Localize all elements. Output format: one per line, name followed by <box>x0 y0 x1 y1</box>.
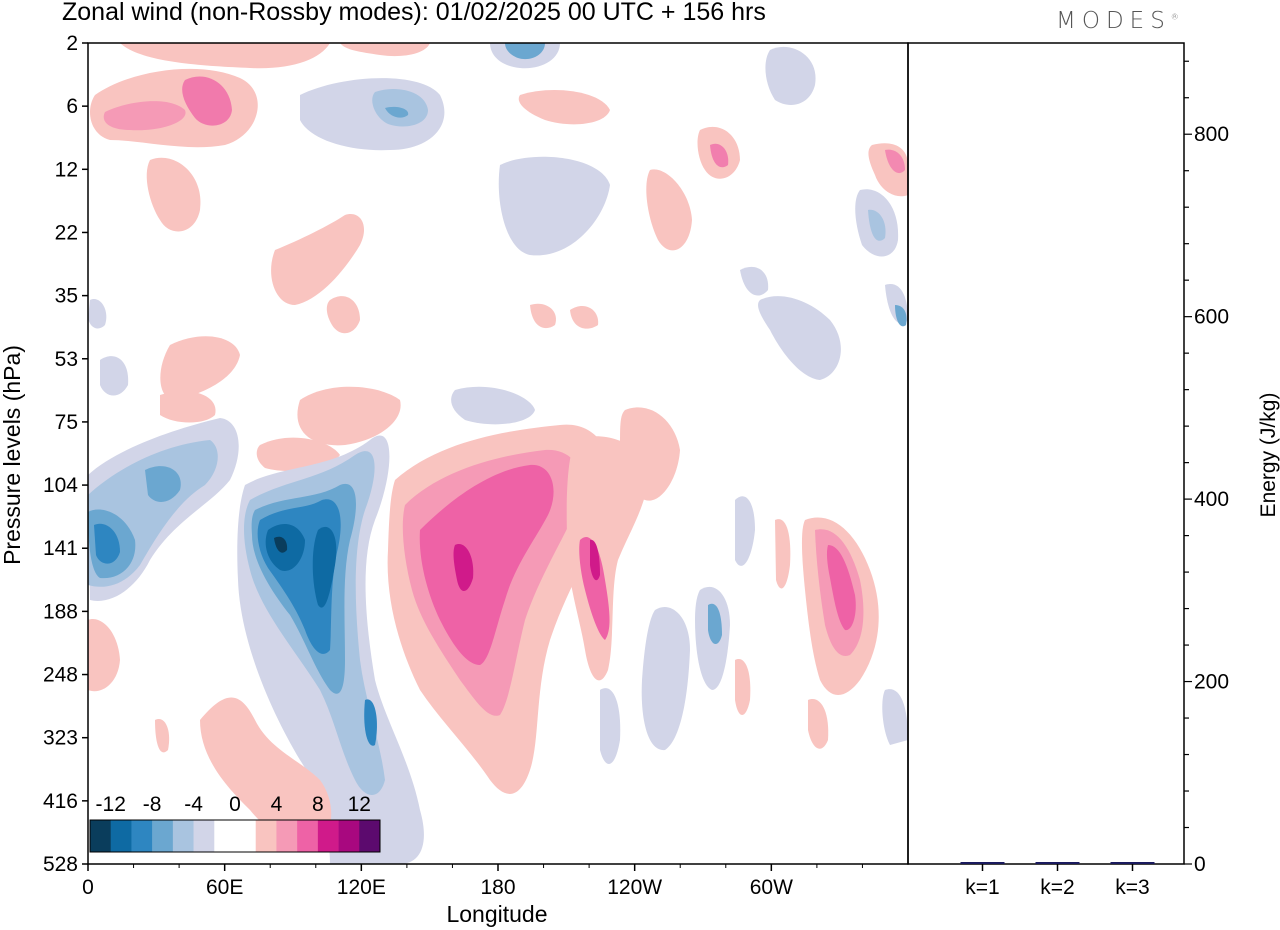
y-tick-label: 35 <box>55 285 78 308</box>
colorbar-swatch <box>214 820 236 852</box>
chart-title: Zonal wind (non-Rossby modes): 01/02/202… <box>62 0 766 26</box>
y-tick-label: 53 <box>55 348 78 371</box>
energy-axis-title: Energy (J/kg) <box>1257 393 1280 518</box>
colorbar-label: -12 <box>96 793 126 816</box>
main-features <box>88 407 908 864</box>
energy-tick-label: 200 <box>1194 671 1229 694</box>
colorbar-label: 12 <box>348 793 371 816</box>
y-tick-label: 75 <box>55 411 78 434</box>
colorbar-label: -4 <box>184 793 203 816</box>
y-tick-label: 6 <box>66 95 78 118</box>
y-tick-label: 323 <box>43 727 78 750</box>
y-axis: 2 6 12 22 35 53 75 104 141 188 248 323 416 528 <box>43 32 88 876</box>
x-tick-label: 120E <box>337 876 386 899</box>
y-tick-label: 416 <box>43 790 78 813</box>
upper-level-blobs <box>88 43 908 472</box>
logo-text: MODES <box>1056 8 1171 34</box>
energy-tick-label: 600 <box>1194 306 1229 329</box>
energy-bar <box>1110 862 1155 864</box>
x-tick-label: 0 <box>82 876 94 899</box>
registered-mark: ® <box>1170 12 1179 22</box>
y-tick-label: 528 <box>43 853 78 876</box>
colorbar-swatch <box>193 820 215 852</box>
x-tick-label: 60W <box>750 876 793 899</box>
colorbar-swatch <box>317 820 339 852</box>
energy-bars: k=1 k=2 k=3 <box>960 862 1155 899</box>
contour-field <box>88 43 908 864</box>
colorbar-label: 8 <box>312 793 324 816</box>
energy-tick-label: 0 <box>1194 853 1206 876</box>
colorbar-swatch <box>255 820 277 852</box>
colorbar-label: 4 <box>271 793 283 816</box>
modes-logo: MODES® <box>1056 8 1179 34</box>
colorbar-frame <box>89 819 381 853</box>
colorbar-swatch <box>338 820 360 852</box>
energy-axis: 0 200 400 600 800 <box>1184 60 1229 876</box>
colorbar-swatch <box>90 820 112 852</box>
y-tick-label: 188 <box>43 600 78 623</box>
y-tick-label: 248 <box>43 664 78 687</box>
colorbar-label: -8 <box>143 793 162 816</box>
energy-category-label: k=1 <box>965 876 999 899</box>
colorbar-swatch <box>297 820 319 852</box>
energy-category-label: k=2 <box>1040 876 1074 899</box>
x-axis: 0 60E 120E 180 120W 60W <box>82 864 863 899</box>
x-tick-label: 180 <box>480 876 515 899</box>
y-axis-title: Pressure levels (hPa) <box>0 345 25 565</box>
y-tick-label: 22 <box>55 221 78 244</box>
y-tick-label: 104 <box>43 474 78 497</box>
colorbar-label: 0 <box>229 793 241 816</box>
x-tick-label: 120W <box>607 876 662 899</box>
energy-tick-label: 400 <box>1194 488 1229 511</box>
colorbar-swatch <box>152 820 174 852</box>
colorbar-swatch <box>131 820 153 852</box>
energy-category-label: k=3 <box>1115 876 1149 899</box>
x-tick-label: 60E <box>206 876 243 899</box>
x-axis-title: Longitude <box>446 901 547 927</box>
energy-panel-frame <box>907 42 1185 865</box>
colorbar-swatch <box>110 820 132 852</box>
y-tick-label: 2 <box>66 32 78 55</box>
colorbar-labels: -12 -8 -4 0 4 8 12 <box>96 793 371 816</box>
y-tick-label: 141 <box>43 537 78 560</box>
energy-tick-label: 800 <box>1194 123 1229 146</box>
colorbar-swatch <box>359 820 381 852</box>
colorbar-swatch <box>235 820 257 852</box>
colorbar-swatch <box>276 820 298 852</box>
colorbar-swatch <box>172 820 194 852</box>
energy-bar <box>960 862 1005 864</box>
y-tick-label: 12 <box>55 158 78 181</box>
colorbar <box>89 819 381 853</box>
energy-bar <box>1035 862 1080 864</box>
